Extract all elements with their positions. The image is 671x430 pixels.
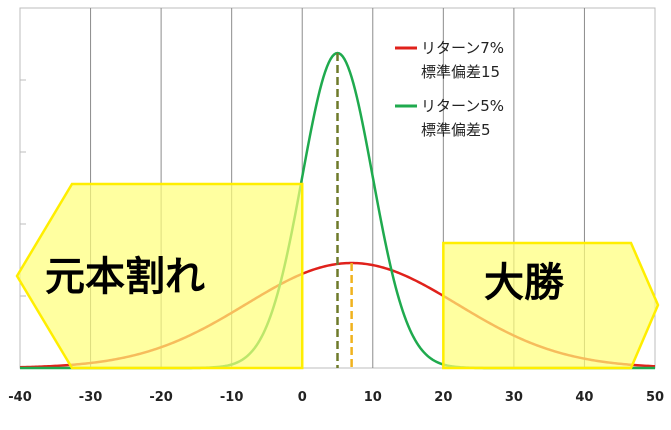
legend-sublabel-2: 標準偏差5 [421,121,491,139]
shaded-region-1 [15,182,304,370]
region-label-2: 大勝 [484,260,565,306]
x-tick-label: 0 [298,390,307,405]
legend-label-2: リターン5% [421,97,504,115]
shaded-region-2 [442,241,660,370]
x-tick-label: -40 [8,390,32,405]
region-label-1: 元本割れ [45,254,205,300]
x-tick-label: -20 [149,390,173,405]
x-tick-label: 20 [434,390,452,405]
x-tick-label: 10 [364,390,382,405]
legend-label-1: リターン7% [421,39,504,57]
x-tick-label: 40 [575,390,593,405]
x-tick-label: 50 [646,390,664,405]
x-tick-label: -30 [79,390,103,405]
x-tick-label: 30 [505,390,523,405]
x-tick-label: -10 [220,390,244,405]
legend-sublabel-1: 標準偏差15 [421,63,500,81]
